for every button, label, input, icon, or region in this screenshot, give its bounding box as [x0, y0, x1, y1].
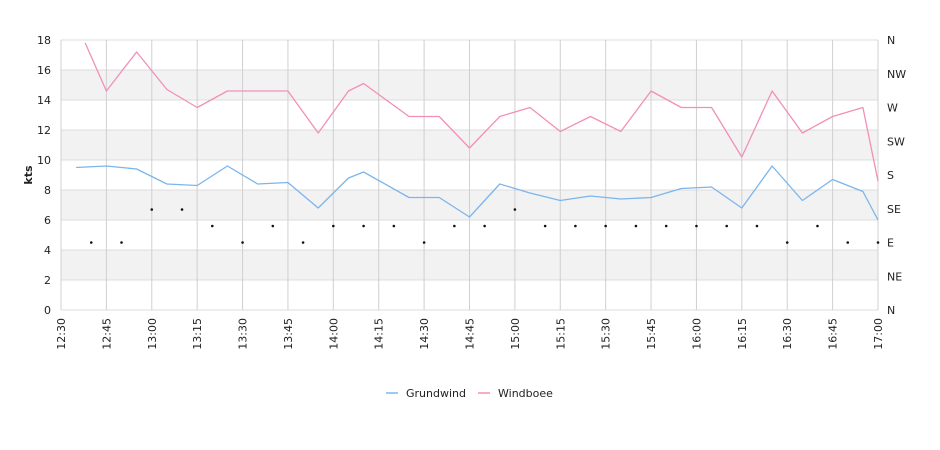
direction-marker	[362, 224, 365, 228]
direction-marker	[574, 224, 577, 228]
legend-label: Grundwind	[406, 387, 466, 400]
series-line-grundwind	[76, 165, 879, 221]
direction-label: SE	[887, 203, 901, 216]
direction-marker	[301, 241, 305, 244]
direction-marker	[725, 224, 729, 228]
direction-label: SW	[887, 135, 905, 148]
direction-marker	[816, 224, 819, 228]
direction-marker	[453, 224, 456, 228]
y-tick-label: 8	[44, 184, 51, 197]
direction-marker	[785, 241, 789, 244]
x-tick-label: 12:30	[55, 318, 68, 350]
direction-marker	[483, 224, 486, 228]
direction-marker	[241, 241, 244, 244]
direction-marker	[755, 224, 759, 228]
y-tick-label: 2	[44, 274, 51, 287]
direction-marker	[271, 224, 275, 228]
direction-markers	[89, 208, 880, 244]
direction-marker	[846, 241, 850, 244]
direction-label: N	[887, 34, 895, 47]
x-axis-labels: 12:30 12:45 13:00 13:15 13:30 13:45 14:00 14:15…	[55, 318, 885, 350]
x-tick-label: 14:00	[327, 318, 340, 350]
direction-label: W	[887, 102, 898, 115]
direction-label: NE	[887, 270, 902, 283]
x-tick-label: 15:45	[645, 318, 658, 350]
direction-marker	[210, 224, 214, 228]
y-tick-label: 4	[44, 244, 51, 257]
series-lines	[76, 42, 879, 221]
y-axis-left-labels: 0 2 4 6 8 10 12 14 16 18	[37, 34, 51, 317]
direction-marker	[422, 241, 426, 244]
vertical-gridlines	[60, 40, 879, 310]
x-tick-label: 16:45	[827, 318, 840, 350]
x-tick-label: 15:30	[600, 318, 613, 350]
direction-marker	[150, 208, 154, 211]
x-tick-label: 17:00	[872, 318, 885, 350]
y-axis-right-direction-labels: N NE E SE S SW W NW N	[887, 34, 906, 317]
y-tick-label: 14	[37, 94, 51, 107]
y-tick-label: 18	[37, 34, 51, 47]
legend-item-windboee[interactable]: Windboee	[478, 387, 553, 400]
x-tick-label: 16:00	[690, 318, 703, 350]
direction-marker	[876, 241, 880, 244]
x-tick-label: 12:45	[100, 318, 113, 350]
x-tick-label: 16:30	[781, 318, 794, 350]
series-line-windboee	[84, 42, 879, 182]
x-tick-label: 13:00	[146, 318, 159, 350]
direction-marker	[392, 224, 396, 228]
direction-label: NW	[887, 68, 906, 81]
direction-label: S	[887, 169, 894, 182]
y-tick-label: 12	[37, 124, 51, 137]
x-tick-label: 16:15	[736, 318, 749, 350]
y-axis-title: kts	[22, 165, 35, 185]
legend-label: Windboee	[498, 387, 553, 400]
x-tick-label: 13:15	[191, 318, 204, 350]
direction-marker	[634, 224, 638, 228]
y-tick-label: 0	[44, 304, 51, 317]
x-tick-label: 14:15	[373, 318, 386, 350]
y-tick-label: 10	[37, 154, 51, 167]
x-tick-label: 13:30	[237, 318, 250, 350]
direction-marker	[604, 224, 607, 228]
legend-item-grundwind[interactable]: Grundwind	[386, 387, 466, 400]
direction-label: N	[887, 304, 895, 317]
x-tick-label: 15:00	[509, 318, 522, 350]
direction-marker	[332, 224, 335, 228]
direction-marker	[543, 224, 547, 228]
x-tick-label: 14:30	[418, 318, 431, 350]
direction-marker	[120, 241, 123, 244]
direction-label: E	[887, 237, 894, 250]
y-tick-label: 6	[44, 214, 51, 227]
direction-marker	[513, 208, 517, 211]
direction-marker	[664, 224, 668, 228]
direction-marker	[695, 224, 698, 228]
y-tick-label: 16	[37, 64, 51, 77]
direction-marker	[89, 241, 93, 244]
x-tick-label: 14:45	[464, 318, 477, 350]
x-tick-label: 13:45	[282, 318, 295, 350]
direction-marker	[180, 208, 184, 211]
legend[interactable]: Grundwind Windboee	[386, 387, 553, 400]
x-tick-label: 15:15	[554, 318, 567, 350]
